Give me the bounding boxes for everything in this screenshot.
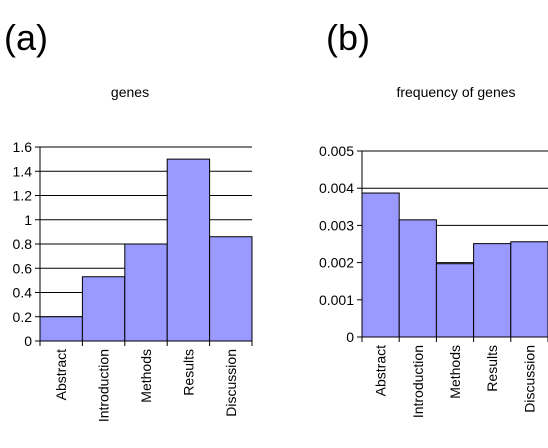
panel-a: (a) genes 0 0.2 0.4 0.6 0.8 1 1.2 1.4 1.6 Abstrac… [4, 17, 253, 422]
chart-b-y-tick-label: 0 [346, 329, 354, 345]
chart-a-x-label-methods: Methods [138, 349, 154, 403]
chart-a-x-label-abstract: Abstract [53, 349, 69, 400]
chart-a-y-tick-label: 1 [24, 212, 32, 228]
chart-a-y-tick-label: 1.6 [13, 139, 33, 155]
chart-a-x-label-results: Results [180, 349, 196, 396]
chart-a-bar-methods [124, 243, 168, 342]
panel-b: (b) frequency of genes 00.0010.0020.0030… [319, 17, 548, 418]
chart-b-y-tick-label: 0.003 [319, 217, 354, 233]
chart-b-bar-methods [435, 263, 475, 338]
chart-a-bar-results [166, 158, 211, 342]
chart-b-x-label-introduction: Introduction [410, 345, 426, 418]
chart-a-x-label-introduction: Introduction [96, 349, 112, 422]
chart-b-x-label-methods: Methods [447, 345, 463, 399]
chart-a-title: genes [111, 84, 149, 100]
panel-label-b: (b) [326, 17, 370, 58]
chart-a-y-tick-label: 0.6 [13, 260, 33, 276]
chart-b: 0 0.001 0.002 0.003 0.004 0.005 Abstract Introd… [319, 143, 548, 418]
panel-label-a: (a) [4, 17, 48, 58]
chart-b-x-label-discussion: Discussion [521, 345, 537, 413]
chart-b-y-tick-label: 0.004 [319, 180, 354, 196]
chart-b-bar-introduction [398, 219, 437, 338]
chart-b-y-tick-label: 0.001 [319, 292, 354, 308]
chart-a-y-tick-label: 1.4 [13, 163, 33, 179]
chart-a-bar-discussion [209, 236, 253, 342]
chart-a-y-tick-label: 0.8 [13, 236, 33, 252]
chart-b-bar-results [473, 243, 512, 338]
chart-b-x-label-results: Results [484, 345, 500, 392]
chart-a-x-label-discussion: Discussion [223, 349, 239, 417]
chart-b-y-tick-label: 0.005 [319, 143, 354, 159]
chart-b-y-tick-label: 0.002 [319, 255, 354, 271]
chart-b-bar-discussion [510, 241, 548, 338]
chart-a: 0 0.2 0.4 0.6 0.8 1 1.2 1.4 1.6 Abstract Introduct… [13, 139, 253, 422]
chart-a-y-tick-label: 0 [24, 333, 32, 349]
chart-a-y-tick-label: 1.2 [13, 188, 33, 204]
chart-b-title: frequency of genes [396, 84, 515, 100]
chart-a-bar-introduction [81, 276, 126, 342]
chart-a-bar-abstract [39, 316, 83, 342]
chart-b-x-label-abstract: Abstract [373, 345, 389, 396]
chart-b-bar-abstract [361, 192, 400, 338]
chart-a-y-tick-label: 0.2 [13, 309, 33, 325]
chart-a-y-tick-label: 0.4 [13, 285, 33, 301]
